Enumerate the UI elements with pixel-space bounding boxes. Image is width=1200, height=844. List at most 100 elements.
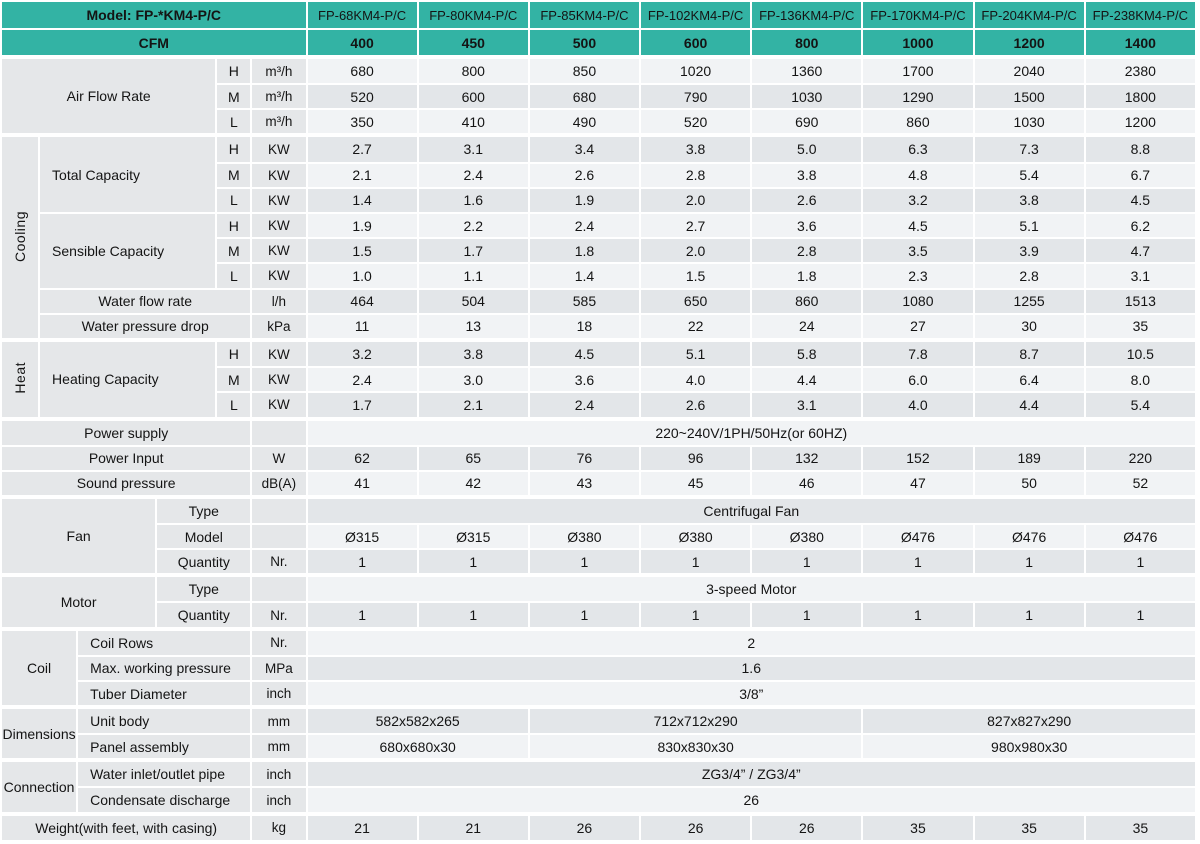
data-span-cell: 830x830x30 <box>529 735 864 761</box>
data-cell: 4.4 <box>752 368 864 394</box>
unit-label: m³/h <box>252 57 308 86</box>
data-cell: 1 <box>529 603 642 629</box>
data-cell: 680 <box>307 57 419 86</box>
data-cell: 585 <box>529 289 642 315</box>
data-cell: 2.8 <box>641 163 753 189</box>
speed-label: M <box>217 368 253 394</box>
data-cell: 10.5 <box>1085 340 1197 369</box>
data-cell: 1.6 <box>418 188 530 214</box>
speed-label: L <box>217 110 253 136</box>
data-span-cell: 26 <box>307 788 1197 814</box>
row-label: Tuber Diameter <box>78 681 253 708</box>
data-cell: 850 <box>529 57 642 86</box>
model-header-cell: FP-136KM4-P/C <box>752 2 864 30</box>
row-label: Water inlet/outlet pipe <box>78 760 253 789</box>
data-cell: 30 <box>974 314 1086 341</box>
data-cell: 860 <box>752 289 864 315</box>
data-cell: 35 <box>974 813 1086 842</box>
data-span-cell: ZG3/4” / ZG3/4” <box>307 760 1197 789</box>
data-cell: 46 <box>752 471 864 497</box>
table-row: L KW 1.0 1.1 1.4 1.5 1.8 2.3 2.8 3.1 <box>2 264 1197 290</box>
unit-label: mm <box>252 735 308 761</box>
unit-label: Nr. <box>252 550 308 576</box>
data-cell: 1.9 <box>529 188 642 214</box>
row-label: Heating Capacity <box>40 340 218 419</box>
table-row: M KW 1.5 1.7 1.8 2.0 2.8 3.5 3.9 4.7 <box>2 239 1197 265</box>
table-row: Water pressure drop kPa 11 13 18 22 24 27 30 35 <box>2 314 1197 341</box>
data-cell: 2.4 <box>529 393 642 419</box>
data-span-cell: 3-speed Motor <box>307 575 1197 604</box>
data-cell: 96 <box>641 446 753 472</box>
unit-label: m³/h <box>252 85 308 111</box>
data-span-cell: 712x712x290 <box>529 707 864 736</box>
unit-label: inch <box>252 788 308 814</box>
data-cell: 1 <box>529 550 642 576</box>
data-cell: 26 <box>752 813 864 842</box>
data-cell: 860 <box>863 110 975 136</box>
data-cell: 1500 <box>974 85 1086 111</box>
speed-label: L <box>217 264 253 290</box>
data-cell: 490 <box>529 110 642 136</box>
unit-label: KW <box>252 135 308 164</box>
data-cell: 21 <box>307 813 419 842</box>
data-cell: 410 <box>418 110 530 136</box>
data-cell: 2.4 <box>529 213 642 240</box>
row-label: Water flow rate <box>40 289 253 315</box>
data-cell: 3.6 <box>529 368 642 394</box>
data-cell: 1.0 <box>307 264 419 290</box>
data-cell: 22 <box>641 314 753 341</box>
data-cell: 650 <box>641 289 753 315</box>
row-label: Coil Rows <box>78 628 253 657</box>
model-header-cell: FP-68KM4-P/C <box>307 2 419 30</box>
speed-label: H <box>217 340 253 369</box>
unit-label: KW <box>252 340 308 369</box>
data-cell: 1 <box>641 550 753 576</box>
data-cell: 1 <box>1085 603 1197 629</box>
data-span-cell: 2 <box>307 628 1197 657</box>
data-cell: 3.8 <box>641 135 753 164</box>
data-cell: 2.7 <box>641 213 753 240</box>
data-cell: 800 <box>418 57 530 86</box>
table-row: L KW 1.4 1.6 1.9 2.0 2.6 3.2 3.8 4.5 <box>2 188 1197 214</box>
unit-label: KW <box>252 163 308 189</box>
data-cell: 21 <box>418 813 530 842</box>
data-cell: 2.6 <box>529 163 642 189</box>
data-cell: Ø476 <box>1085 525 1197 551</box>
data-cell: 35 <box>863 813 975 842</box>
data-cell: 35 <box>1085 314 1197 341</box>
table-row: Quantity Nr. 1 1 1 1 1 1 1 1 <box>2 603 1197 629</box>
data-cell: 11 <box>307 314 419 341</box>
cfm-value-cell: 1000 <box>863 30 975 57</box>
data-cell: 6.2 <box>1085 213 1197 240</box>
unit-label: mm <box>252 707 308 736</box>
row-label: Type <box>157 496 253 525</box>
table-row: Max. working pressure MPa 1.6 <box>2 656 1197 682</box>
data-cell: 5.0 <box>752 135 864 164</box>
table-row: Sound pressure dB(A) 41 42 43 45 46 47 50 52 <box>2 471 1197 497</box>
unit-label: kPa <box>252 314 308 341</box>
data-cell: 24 <box>752 314 864 341</box>
data-cell: 3.1 <box>1085 264 1197 290</box>
data-cell: 5.1 <box>974 213 1086 240</box>
model-header-cell: FP-85KM4-P/C <box>529 2 642 30</box>
table-row: Fan Type Centrifugal Fan <box>2 496 1197 576</box>
row-label: Sound pressure <box>2 471 253 497</box>
data-cell: 3.9 <box>974 239 1086 265</box>
data-span-cell: 680x680x30 <box>307 735 530 761</box>
data-cell: 132 <box>752 446 864 472</box>
cfm-value-cell: 600 <box>641 30 753 57</box>
data-cell: 1360 <box>752 57 864 86</box>
cfm-value-cell: 1200 <box>974 30 1086 57</box>
data-cell: 1.5 <box>641 264 753 290</box>
data-cell: 504 <box>418 289 530 315</box>
table-row: Connection Water inlet/outlet pipe inch ZG3… <box>2 760 1197 814</box>
data-cell: Ø380 <box>641 525 753 551</box>
data-cell: Ø315 <box>418 525 530 551</box>
data-cell: 520 <box>641 110 753 136</box>
data-span-cell: 3/8” <box>307 681 1197 708</box>
unit-label: kg <box>252 813 308 842</box>
data-cell: 690 <box>752 110 864 136</box>
data-cell: 3.8 <box>418 340 530 369</box>
table-row: Power supply 220~240V/1PH/50Hz(or 60HZ) <box>2 418 1197 447</box>
